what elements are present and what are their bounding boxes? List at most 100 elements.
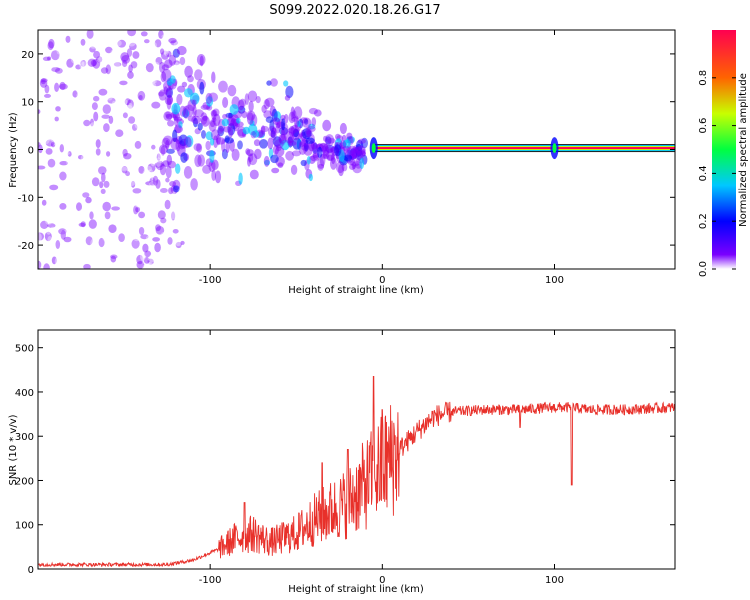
spectrogram-blob bbox=[51, 256, 57, 265]
spectrogram-blob bbox=[308, 123, 316, 130]
spectrogram-blob bbox=[83, 119, 91, 127]
spectrogram-blob bbox=[138, 227, 145, 235]
spectrogram-blob bbox=[248, 153, 258, 166]
spectrogram-blob bbox=[163, 111, 173, 121]
spectrogram-blob bbox=[119, 221, 126, 230]
spectrogram-blob bbox=[48, 60, 53, 71]
spectrogram-blob bbox=[175, 241, 182, 249]
spectrogram-blob bbox=[38, 232, 44, 241]
spectrogram-blob bbox=[250, 131, 257, 139]
spectrogram-blob bbox=[221, 118, 229, 127]
spectrogram-blob bbox=[140, 234, 149, 240]
spectrogram-blob bbox=[127, 102, 133, 112]
spectrogram-blob bbox=[151, 124, 160, 134]
spectrogram-blob bbox=[119, 263, 129, 269]
spectrogram-blob bbox=[51, 119, 58, 125]
spectrogram-blob bbox=[64, 170, 73, 179]
spectrogram-blob bbox=[165, 113, 173, 120]
spectrogram-blob bbox=[55, 103, 61, 113]
spectrogram-blob bbox=[166, 148, 175, 154]
spectrogram-blob bbox=[122, 59, 128, 68]
spectrogram-blob bbox=[110, 137, 115, 145]
spectrogram-blob bbox=[178, 210, 185, 221]
spectrogram-blob bbox=[104, 211, 111, 220]
spectrogram-blob bbox=[159, 144, 168, 155]
spectrogram-blob bbox=[101, 32, 108, 39]
spectrogram-blob bbox=[63, 236, 72, 243]
spectrogram-blob bbox=[187, 75, 194, 83]
spectrogram-blob bbox=[83, 263, 91, 269]
spectrogram-blob bbox=[299, 140, 306, 147]
spectrogram-blob bbox=[358, 150, 366, 158]
spectrogram-blob bbox=[357, 138, 366, 144]
spectrogram-blob bbox=[246, 110, 256, 121]
carrier-spike-core bbox=[371, 143, 376, 154]
spectrogram-blob bbox=[166, 94, 173, 106]
spectrogram-blob bbox=[134, 200, 142, 208]
spectrogram-blob bbox=[46, 128, 55, 136]
spectrogram-blob bbox=[56, 44, 61, 55]
spectrogram-blob bbox=[117, 39, 126, 48]
spectrogram-blob bbox=[110, 49, 116, 60]
spectrogram-blob bbox=[214, 170, 222, 184]
spectrogram-blob bbox=[100, 188, 106, 194]
spectrogram-blob bbox=[290, 164, 298, 175]
spectrogram-blob bbox=[202, 164, 212, 174]
spectrogram-blob bbox=[128, 64, 133, 73]
spectrogram-blob bbox=[100, 86, 108, 96]
spectrogram-blob bbox=[151, 218, 157, 228]
spectrogram-xtick-label: 0 bbox=[379, 275, 385, 286]
spectrogram-blob bbox=[174, 88, 180, 93]
spectrogram-blob bbox=[263, 155, 270, 167]
spectrogram-blob bbox=[287, 127, 298, 134]
spectrogram-blob bbox=[88, 82, 95, 89]
spectrogram-blob bbox=[201, 115, 210, 127]
spectrogram-blob bbox=[247, 153, 254, 163]
spectrogram-blob bbox=[158, 169, 165, 176]
colorbar-ticks: 0.0 0.2 0.4 0.6 0.8 bbox=[698, 70, 736, 277]
snr-ytick-label: 300 bbox=[15, 432, 34, 443]
spectrogram-blob bbox=[164, 199, 171, 210]
spectrogram-blob bbox=[168, 37, 177, 44]
spectrogram-blob bbox=[138, 166, 145, 174]
spectrogram-blob bbox=[121, 130, 128, 136]
spectrogram-blob bbox=[86, 165, 95, 171]
spectrogram-blob bbox=[103, 109, 111, 119]
spectrogram-blob bbox=[82, 259, 92, 265]
spectrogram-blob bbox=[181, 81, 188, 88]
spectrogram-blob bbox=[50, 50, 60, 61]
spectrogram-blob bbox=[149, 253, 157, 259]
spectrogram-blob bbox=[66, 58, 74, 68]
spectrogram-blob bbox=[49, 184, 59, 191]
spectrogram-blob bbox=[78, 209, 88, 215]
spectrogram-blob bbox=[179, 56, 186, 66]
spectrogram-blob bbox=[40, 79, 46, 85]
spectrogram-blob bbox=[191, 115, 201, 125]
spectrogram-blob bbox=[75, 177, 82, 185]
spectrogram-blob bbox=[169, 181, 177, 187]
spectrogram-blob bbox=[120, 165, 126, 171]
spectrogram-blob bbox=[50, 266, 57, 269]
spectrogram-blob bbox=[178, 256, 184, 266]
spectrogram-blob bbox=[217, 125, 225, 137]
spectrogram-blob bbox=[155, 179, 161, 189]
spectrogram-blob bbox=[42, 56, 51, 61]
spectrogram-blob bbox=[86, 30, 94, 39]
spectrogram-blob bbox=[142, 123, 150, 131]
spectrogram-blob bbox=[183, 136, 192, 148]
spectrogram-blob bbox=[110, 254, 118, 259]
spectrogram-blob bbox=[279, 126, 288, 136]
spectrogram-blob bbox=[152, 187, 158, 198]
spectrogram-blob bbox=[137, 115, 144, 123]
spectrogram-blob bbox=[71, 183, 77, 190]
spectrogram-blob bbox=[359, 157, 365, 170]
spectrogram-blob bbox=[125, 171, 130, 177]
spectrogram-blob bbox=[163, 47, 169, 56]
spectrogram-blob bbox=[107, 97, 116, 104]
spectrogram-blob bbox=[110, 255, 117, 263]
spectrogram-blob bbox=[162, 166, 167, 171]
colorbar-tick-label: 0.8 bbox=[698, 70, 709, 86]
spectrogram-blob bbox=[244, 93, 250, 105]
spectrogram-blob bbox=[114, 170, 120, 181]
